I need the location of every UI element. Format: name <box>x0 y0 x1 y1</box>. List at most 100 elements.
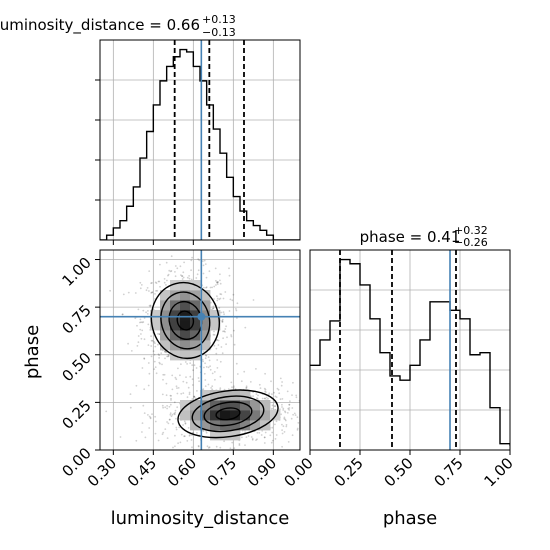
sample-point <box>252 395 255 397</box>
sample-point <box>296 416 299 419</box>
sample-point <box>250 395 252 398</box>
sample-point <box>155 372 158 375</box>
sample-point <box>215 339 218 342</box>
sample-point <box>224 331 226 333</box>
sample-point <box>235 362 238 365</box>
histogram-step <box>100 48 300 240</box>
sample-point <box>154 281 157 284</box>
sample-point <box>180 274 182 276</box>
sample-point <box>259 387 262 389</box>
title-luminosity-distance-upper: +0.13 <box>202 13 236 26</box>
sample-point <box>174 376 177 379</box>
density-cell <box>180 310 191 321</box>
sample-point <box>274 395 277 398</box>
sample-point <box>223 313 226 316</box>
sample-point <box>182 380 185 383</box>
sample-point <box>215 279 217 282</box>
sample-point <box>237 452 239 454</box>
sample-point <box>169 403 172 406</box>
sample-point <box>190 269 193 272</box>
sample-point <box>172 423 174 425</box>
sample-point <box>219 273 221 276</box>
sample-point <box>303 418 305 420</box>
sample-point <box>189 362 192 364</box>
sample-point <box>287 407 290 410</box>
sample-point <box>256 438 258 441</box>
density-cell <box>180 330 191 341</box>
sample-point <box>161 404 164 407</box>
sample-point <box>288 407 291 409</box>
sample-point <box>196 273 199 276</box>
density-cell <box>180 400 191 411</box>
sample-point <box>228 274 231 277</box>
sample-point <box>261 397 264 400</box>
sample-point <box>162 431 165 434</box>
y-tick-label: 1.00 <box>58 254 94 290</box>
sample-point <box>224 328 227 330</box>
sample-point <box>105 410 108 413</box>
contour-line <box>150 281 220 359</box>
sample-point <box>235 308 237 310</box>
sample-point <box>205 431 208 434</box>
sample-point <box>223 330 226 332</box>
sample-point <box>147 344 150 346</box>
sample-point <box>211 308 214 311</box>
sample-point <box>227 388 230 390</box>
sample-point <box>127 342 129 345</box>
sample-point <box>148 415 151 418</box>
sample-point <box>275 434 278 436</box>
sample-point <box>150 292 153 294</box>
sample-point <box>221 320 224 323</box>
density-cell <box>200 330 211 341</box>
sample-point <box>155 290 157 292</box>
sample-point <box>119 436 122 438</box>
sample-point <box>149 304 152 307</box>
density-cell <box>180 340 191 351</box>
sample-point <box>121 313 124 316</box>
sample-point <box>168 405 171 408</box>
sample-point <box>162 406 165 409</box>
sample-point <box>312 394 314 396</box>
sample-point <box>263 397 266 400</box>
sample-point <box>164 350 166 352</box>
sample-point <box>147 414 149 416</box>
sample-point <box>276 387 279 390</box>
sample-point <box>255 439 257 441</box>
density-cell <box>150 310 161 321</box>
sample-point <box>202 388 205 391</box>
sample-point <box>167 273 170 276</box>
sample-point <box>135 439 138 442</box>
sample-point <box>221 320 224 323</box>
sample-point <box>206 445 209 448</box>
density-cell <box>210 410 221 421</box>
x-tick-label: 0.60 <box>164 454 200 490</box>
density-cell <box>170 330 181 341</box>
sample-point <box>263 436 266 439</box>
sample-point <box>293 412 296 415</box>
sample-point <box>278 392 281 395</box>
sample-point <box>167 355 170 357</box>
sample-point <box>166 405 169 407</box>
sample-point <box>287 441 290 443</box>
sample-point <box>147 310 149 312</box>
sample-point <box>292 413 294 416</box>
sample-point <box>233 385 235 388</box>
sample-point <box>285 424 288 426</box>
sample-point <box>216 299 219 302</box>
sample-point <box>166 437 169 439</box>
sample-point <box>141 367 144 369</box>
sample-point <box>245 436 248 438</box>
sample-point <box>153 360 156 363</box>
sample-point <box>175 417 177 420</box>
sample-point <box>245 385 248 388</box>
sample-point <box>121 313 124 316</box>
sample-point <box>228 267 230 270</box>
sample-point <box>281 406 283 408</box>
sample-point <box>232 293 235 296</box>
sample-point <box>148 304 151 307</box>
sample-point <box>264 372 266 375</box>
sample-point <box>193 364 196 367</box>
sample-point <box>157 439 160 442</box>
sample-point <box>185 381 188 384</box>
luminosity-distance-histogram <box>95 39 301 245</box>
